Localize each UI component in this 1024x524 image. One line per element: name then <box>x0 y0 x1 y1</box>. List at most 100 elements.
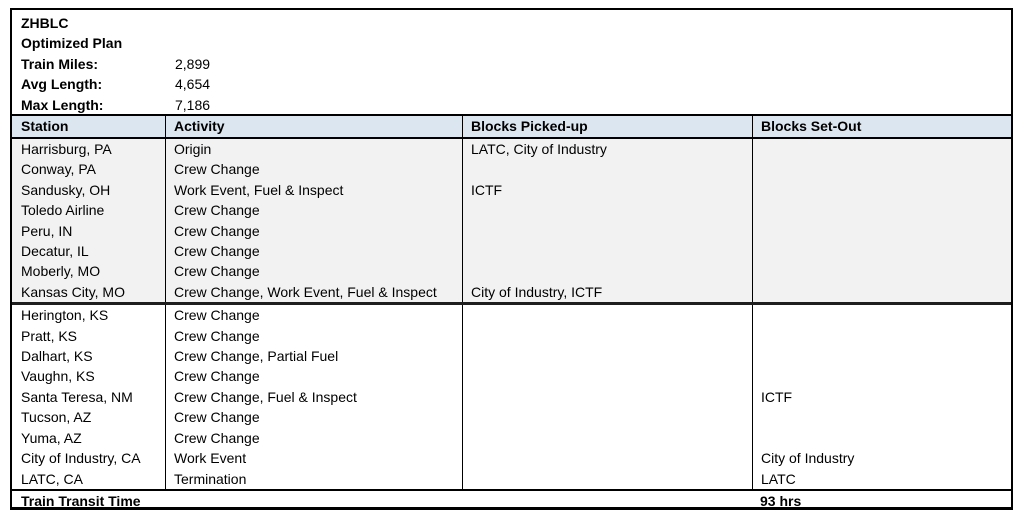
table-row: Moberly, MO Crew Change <box>12 261 1011 282</box>
table-row: Vaughn, KS Crew Change <box>12 366 1011 387</box>
blocks-set-out-cell <box>752 281 1011 303</box>
meta-line-avg-length: Avg Length: 4,654 <box>12 74 1011 94</box>
table-row: Herington, KS Crew Change <box>12 305 1011 326</box>
blocks-picked-up-cell <box>462 468 752 489</box>
blocks-picked-up-cell <box>462 448 752 469</box>
blocks-set-out-cell <box>752 346 1011 367</box>
station-cell: Kansas City, MO <box>21 283 125 300</box>
activity-cell: Crew Change <box>165 241 462 262</box>
blocks-set-out-cell: City of Industry <box>752 448 1011 469</box>
blocks-set-out-cell <box>752 200 1011 221</box>
meta-line-train-miles: Train Miles: 2,899 <box>12 54 1011 74</box>
station-cell: Sandusky, OH <box>21 181 111 198</box>
activity-cell: Crew Change <box>165 366 462 387</box>
max-length-label: Max Length: <box>21 96 104 113</box>
blocks-picked-up-cell <box>462 261 752 282</box>
column-header-station: Station <box>21 118 69 134</box>
blocks-set-out-cell: ICTF <box>752 386 1011 408</box>
plan-meta: ZHBLC Optimized Plan Train Miles: 2,899 … <box>12 10 1011 114</box>
activity-cell: Crew Change <box>165 427 462 449</box>
station-cell: Peru, IN <box>21 222 73 239</box>
station-cell: City of Industry, CA <box>21 450 141 467</box>
activity-cell: Crew Change <box>165 200 462 221</box>
avg-length-label: Avg Length: <box>21 76 103 93</box>
blocks-picked-up-cell <box>462 427 752 449</box>
table-header: Station Activity Blocks Picked-up Blocks… <box>12 114 1011 139</box>
station-cell: Vaughn, KS <box>21 368 95 385</box>
activity-cell: Origin <box>165 139 462 160</box>
station-cell: Harrisburg, PA <box>21 141 112 157</box>
station-cell: Decatur, IL <box>21 243 89 260</box>
column-header-activity: Activity <box>165 116 462 137</box>
blocks-set-out-cell <box>752 241 1011 262</box>
table-row: Kansas City, MO Crew Change, Work Event, … <box>12 281 1011 303</box>
activity-cell: Crew Change <box>165 261 462 282</box>
activity-cell: Crew Change <box>165 305 462 326</box>
blocks-set-out-cell <box>752 220 1011 242</box>
meta-line-train-id: ZHBLC <box>12 13 1011 33</box>
table-row: Peru, IN Crew Change <box>12 220 1011 242</box>
blocks-set-out-cell <box>752 139 1011 160</box>
table-row: LATC, CA Termination LATC <box>12 468 1011 489</box>
blocks-picked-up-cell: City of Industry, ICTF <box>462 281 752 303</box>
station-cell: Toledo Airline <box>21 202 105 219</box>
blocks-picked-up-cell <box>462 325 752 347</box>
blocks-set-out-cell <box>752 261 1011 282</box>
blocks-set-out-cell <box>752 325 1011 347</box>
blocks-set-out-cell <box>752 305 1011 326</box>
blocks-set-out-cell <box>752 159 1011 180</box>
activity-cell: Work Event, Fuel & Inspect <box>165 179 462 201</box>
table-row: Pratt, KS Crew Change <box>12 325 1011 347</box>
activity-cell: Crew Change <box>165 325 462 347</box>
table-row: Sandusky, OH Work Event, Fuel & Inspect IC… <box>12 179 1011 201</box>
activity-cell: Crew Change <box>165 159 462 180</box>
activity-cell: Crew Change <box>165 407 462 428</box>
blocks-set-out-cell <box>752 179 1011 201</box>
activity-cell: Work Event <box>165 448 462 469</box>
blocks-picked-up-cell <box>462 220 752 242</box>
table-row: Santa Teresa, NM Crew Change, Fuel & Insp… <box>12 386 1011 408</box>
blocks-picked-up-cell <box>462 305 752 326</box>
train-transit-time-value: 93 hrs <box>760 492 802 509</box>
train-transit-time-label: Train Transit Time <box>21 492 141 509</box>
station-cell: Tucson, AZ <box>21 409 92 426</box>
table-row: Yuma, AZ Crew Change <box>12 427 1011 449</box>
blocks-set-out-cell: LATC <box>752 468 1011 489</box>
table-row: Decatur, IL Crew Change <box>12 241 1011 262</box>
table-row: Dalhart, KS Crew Change, Partial Fuel <box>12 346 1011 367</box>
station-cell: LATC, CA <box>21 470 83 487</box>
table-row: City of Industry, CA Work Event City of In… <box>12 448 1011 469</box>
avg-length-value: 4,654 <box>175 76 211 93</box>
station-cell: Pratt, KS <box>21 327 78 344</box>
blocks-set-out-cell <box>752 366 1011 387</box>
activity-cell: Crew Change, Work Event, Fuel & Inspect <box>165 281 462 303</box>
blocks-picked-up-cell <box>462 386 752 408</box>
station-cell: Dalhart, KS <box>21 348 93 365</box>
row-group-2: Herington, KS Crew Change Pratt, KS Crew Ch… <box>12 305 1011 489</box>
blocks-picked-up-cell <box>462 366 752 387</box>
max-length-value: 7,186 <box>175 96 211 113</box>
table-row: Tucson, AZ Crew Change <box>12 407 1011 428</box>
station-cell: Santa Teresa, NM <box>21 388 133 405</box>
meta-line-plan-label: Optimized Plan <box>12 33 1011 53</box>
activity-cell: Crew Change <box>165 220 462 242</box>
column-header-blocks-set-out: Blocks Set-Out <box>752 116 1011 137</box>
activity-cell: Crew Change, Partial Fuel <box>165 346 462 367</box>
column-header-blocks-picked-up: Blocks Picked-up <box>462 116 752 137</box>
blocks-picked-up-cell <box>462 346 752 367</box>
train-miles-label: Train Miles: <box>21 55 99 72</box>
train-miles-value: 2,899 <box>175 55 211 72</box>
station-cell: Conway, PA <box>21 161 96 178</box>
blocks-picked-up-cell <box>462 200 752 221</box>
blocks-picked-up-cell <box>462 241 752 262</box>
blocks-picked-up-cell <box>462 159 752 180</box>
table-footer: Train Transit Time 93 hrs <box>12 488 1011 511</box>
train-plan-table: ZHBLC Optimized Plan Train Miles: 2,899 … <box>10 8 1013 510</box>
blocks-set-out-cell <box>752 407 1011 428</box>
train-id: ZHBLC <box>21 15 69 31</box>
station-cell: Herington, KS <box>21 307 109 324</box>
plan-label: Optimized Plan <box>21 35 123 52</box>
activity-cell: Crew Change, Fuel & Inspect <box>165 386 462 408</box>
blocks-picked-up-cell: ICTF <box>462 179 752 201</box>
